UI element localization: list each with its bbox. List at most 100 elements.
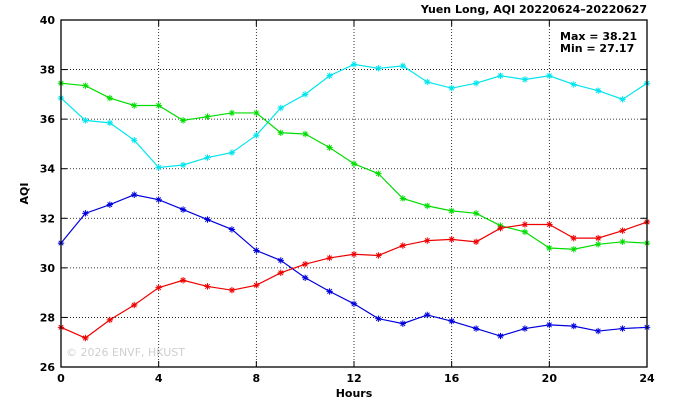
series-point [521, 228, 529, 236]
series-point [301, 260, 309, 268]
series-point [619, 96, 626, 103]
series-point [375, 170, 382, 177]
series-point [594, 327, 602, 335]
series-point [448, 84, 455, 92]
series-point [594, 87, 602, 94]
series-point [326, 288, 333, 295]
series-point [204, 216, 211, 223]
series-point [497, 332, 504, 340]
series-point [326, 254, 333, 262]
series-point [301, 130, 309, 138]
series-point [350, 300, 358, 307]
series-point [521, 76, 529, 83]
y-tick-label: 30 [40, 262, 56, 275]
series-point [106, 316, 114, 324]
series-point [472, 80, 480, 87]
series-point [399, 62, 407, 70]
series-point [131, 137, 138, 144]
x-tick-label: 12 [346, 372, 361, 385]
y-tick-label: 32 [40, 212, 55, 225]
series-point [570, 234, 577, 242]
x-tick-label: 16 [444, 372, 460, 385]
series-point [82, 82, 89, 89]
series-point [448, 207, 455, 215]
series-point [228, 149, 236, 156]
y-tick-label: 26 [40, 361, 56, 374]
series-point [131, 301, 138, 309]
series-point [350, 160, 358, 167]
series-point [277, 104, 284, 112]
series-point [448, 236, 455, 243]
y-tick-label: 38 [40, 64, 55, 77]
series-point [82, 334, 89, 342]
watermark-text: © 2026 ENVF, HKUST [66, 346, 185, 359]
series-point [326, 72, 333, 79]
series-point [155, 196, 162, 203]
series-point [619, 325, 626, 332]
stats-max: Max = 38.21 [560, 30, 637, 43]
series-point [253, 282, 260, 289]
series-point [399, 242, 407, 249]
series-point [155, 284, 162, 291]
series-point [570, 81, 577, 88]
series-point [253, 247, 260, 254]
x-tick-label: 24 [639, 372, 655, 385]
axis-ticks: 0 4 8 12 16 20 24 26 28 30 32 34 36 38 40 [40, 14, 655, 385]
series-point [350, 61, 358, 68]
stats-min: Min = 27.17 [560, 42, 634, 55]
series-point [228, 226, 236, 233]
series-point [253, 132, 260, 139]
series-point [228, 286, 236, 294]
y-axis-title: AQI [18, 183, 31, 205]
series-point [179, 161, 187, 169]
series-point [301, 91, 309, 98]
series-point [424, 311, 431, 319]
series-point [375, 252, 382, 259]
series-point [204, 283, 211, 290]
y-tick-label: 36 [40, 113, 56, 126]
series-point [106, 94, 114, 102]
series-point [253, 109, 260, 117]
series-point [277, 269, 284, 277]
series-point [179, 277, 187, 284]
series-point [326, 144, 333, 151]
series-point [277, 257, 284, 264]
series-point [497, 225, 504, 232]
series-point [301, 274, 309, 281]
series-point [472, 238, 480, 246]
series-point [82, 210, 89, 217]
series-point [497, 72, 504, 79]
y-tick-label: 40 [40, 14, 56, 27]
series-point [106, 119, 114, 127]
series-point [472, 325, 480, 332]
series-point [424, 78, 431, 86]
series-point [448, 317, 455, 325]
y-tick-label: 34 [40, 163, 56, 176]
series-point [375, 65, 382, 72]
series-point [228, 109, 236, 117]
series-point [521, 325, 529, 332]
series-point [106, 201, 114, 208]
series-point [424, 237, 431, 244]
y-tick-label: 28 [40, 311, 55, 324]
series-point [546, 72, 553, 79]
series-point [594, 234, 602, 242]
x-tick-label: 8 [253, 372, 261, 385]
series-point [375, 315, 382, 322]
series-point [155, 102, 162, 109]
x-tick-label: 20 [542, 372, 558, 385]
x-axis-title: Hours [336, 387, 373, 400]
series-point [570, 246, 577, 253]
series-point [546, 321, 553, 329]
series-point [399, 320, 407, 327]
series-point [155, 164, 162, 171]
series-point [570, 322, 577, 330]
series-point [350, 251, 358, 258]
series-point [472, 210, 480, 217]
series-point [179, 206, 187, 213]
series-point [619, 238, 626, 246]
x-tick-label: 0 [57, 372, 65, 385]
series-point [521, 221, 529, 228]
series-point [546, 244, 553, 252]
